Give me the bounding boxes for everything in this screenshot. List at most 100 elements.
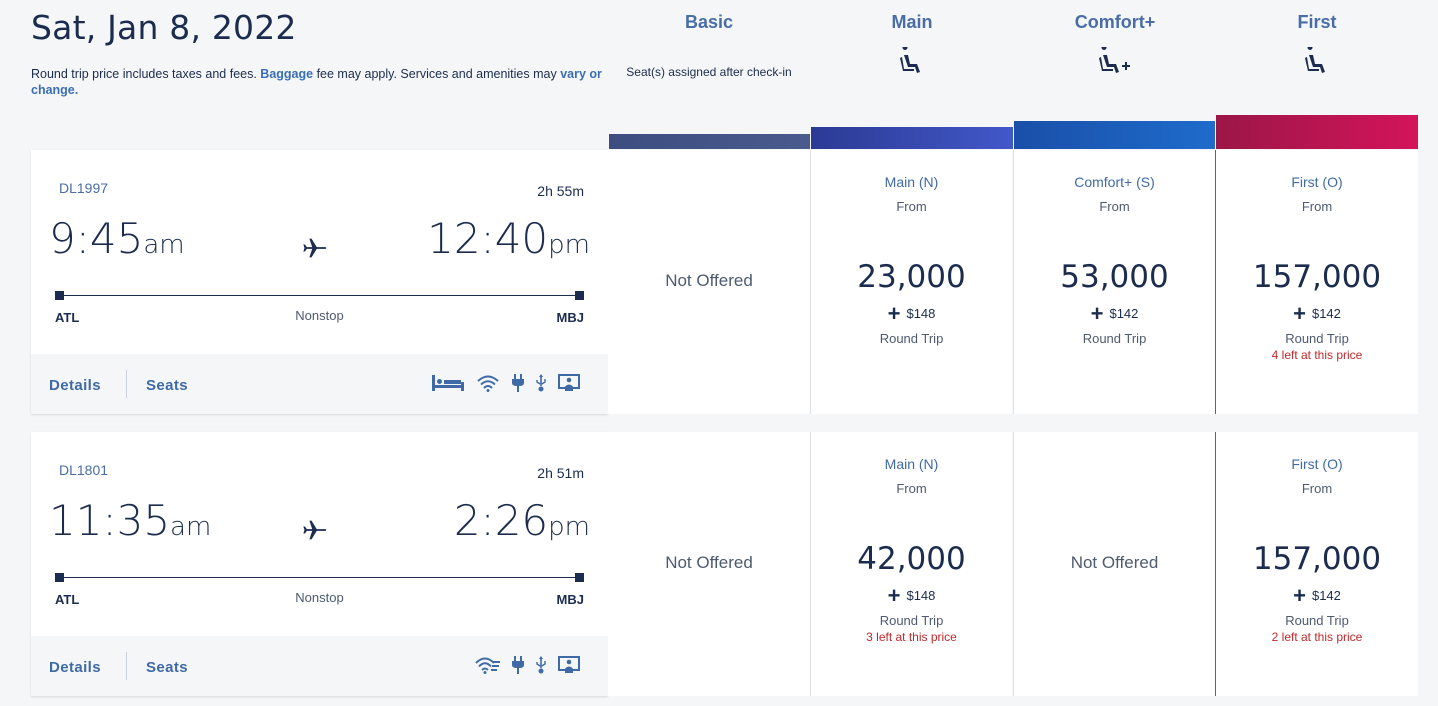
destination-airport: MBJ xyxy=(556,310,584,325)
power-outlet-icon xyxy=(512,656,524,679)
fare-note: Round trip price includes taxes and fees… xyxy=(31,66,606,98)
trip-type-label: Round Trip xyxy=(1285,331,1349,346)
fare-class-name: First (O) xyxy=(1291,456,1343,472)
fare-note-text-2: fee may apply. Services and amenities ma… xyxy=(313,67,561,81)
airplane-icon xyxy=(301,516,329,544)
fare-from-label: From xyxy=(1301,481,1333,496)
vary-or-change-link[interactable]: vary or change. xyxy=(31,67,602,97)
departure-time-value: 11:35 xyxy=(49,496,171,545)
stops-label: Nonstop xyxy=(295,590,344,605)
card-footer: Details Seats xyxy=(31,636,608,696)
fare-cell-main[interactable]: Main (N) From 23,000 + $148 Round Trip xyxy=(810,150,1012,414)
fare-miles: 157,000 xyxy=(1252,541,1382,577)
lie-flat-bed-icon xyxy=(432,374,464,397)
flight-number[interactable]: DL1801 xyxy=(59,462,109,478)
plus-icon: + xyxy=(887,301,901,326)
usb-icon xyxy=(536,656,546,679)
power-outlet-icon xyxy=(512,374,524,397)
column-header-first: First xyxy=(1216,12,1418,75)
seats-left-alert: 2 left at this price xyxy=(1271,630,1363,644)
not-offered-label: Not Offered xyxy=(665,271,753,290)
destination-marker xyxy=(575,573,584,582)
seat-plus-icon xyxy=(1014,47,1216,75)
destination-airport: MBJ xyxy=(556,592,584,607)
departure-ampm: am xyxy=(170,512,212,542)
route-line xyxy=(59,295,580,296)
stops-label: Nonstop xyxy=(295,308,344,323)
fare-cell-comfort: Not Offered xyxy=(1013,432,1215,696)
fare-class-name: Main (N) xyxy=(884,174,939,190)
seats-link[interactable]: Seats xyxy=(146,659,189,676)
entertainment-screen-icon xyxy=(558,656,580,679)
divider xyxy=(126,652,127,680)
fare-cash-value: $148 xyxy=(906,306,936,321)
card-footer: Details Seats xyxy=(31,354,608,414)
departure-time-value: 9:45 xyxy=(49,214,144,263)
fare-cash-value: $148 xyxy=(906,588,936,603)
fare-cash: + $142 xyxy=(1014,301,1215,327)
column-header-main: Main xyxy=(811,12,1013,75)
fare-cell-basic: Not Offered xyxy=(608,432,810,696)
fare-cell-comfort[interactable]: Comfort+ (S) From 53,000 + $142 Round Tri… xyxy=(1013,150,1215,414)
departure-ampm: am xyxy=(143,230,185,260)
fast-wifi-icon xyxy=(474,656,500,679)
origin-airport: ATL xyxy=(55,592,80,607)
fare-from-label: From xyxy=(1099,199,1130,214)
details-link[interactable]: Details xyxy=(49,659,101,676)
seats-link[interactable]: Seats xyxy=(146,377,189,394)
fare-cell-first[interactable]: First (O) From 157,000 + $142 Round Trip … xyxy=(1215,432,1418,696)
details-link[interactable]: Details xyxy=(49,377,101,394)
first-color-bar xyxy=(1216,115,1418,149)
seats-left-alert: 4 left at this price xyxy=(1271,348,1363,362)
origin-marker xyxy=(55,291,64,300)
fare-from-label: From xyxy=(896,199,927,214)
comfort-color-bar xyxy=(1014,121,1215,149)
column-header-comfort: Comfort+ xyxy=(1014,12,1216,75)
flight-card: DL1997 2h 55m 9:45am 12:40pm ATL Nonstop… xyxy=(31,150,608,414)
fare-cash-value: $142 xyxy=(1311,306,1341,321)
amenities xyxy=(474,656,580,679)
trip-type-label: Round Trip xyxy=(879,613,944,628)
fare-cash: + $148 xyxy=(811,583,1012,609)
trip-type-label: Round Trip xyxy=(1285,613,1349,628)
fare-miles: 42,000 xyxy=(857,541,966,577)
baggage-link[interactable]: Baggage xyxy=(260,67,314,81)
fare-cell-first[interactable]: First (O) From 157,000 + $142 Round Trip … xyxy=(1215,150,1418,414)
arrival-time-value: 2:26 xyxy=(453,496,549,545)
fare-cash: + $142 xyxy=(1216,301,1418,327)
airplane-icon xyxy=(301,234,329,262)
fare-note-text: Round trip price includes taxes and fees… xyxy=(31,67,261,81)
destination-marker xyxy=(575,291,584,300)
main-color-bar xyxy=(811,127,1013,149)
arrival-time: 2:26pm xyxy=(454,496,590,545)
arrival-ampm: pm xyxy=(548,512,590,542)
fare-class-name: First (O) xyxy=(1291,174,1343,190)
basic-color-bar xyxy=(609,134,810,149)
entertainment-screen-icon xyxy=(558,374,580,397)
seat-icon xyxy=(1216,47,1418,75)
fare-class-name: Comfort+ (S) xyxy=(1074,174,1155,190)
fare-cell-main[interactable]: Main (N) From 42,000 + $148 Round Trip 3 … xyxy=(810,432,1012,696)
column-name: Basic xyxy=(684,12,734,32)
flight-duration: 2h 55m xyxy=(537,183,584,199)
not-offered-label: Not Offered xyxy=(665,553,753,572)
not-offered-label: Not Offered xyxy=(1070,553,1159,572)
seats-left-alert: 3 left at this price xyxy=(866,630,957,644)
trip-type-label: Round Trip xyxy=(1082,331,1147,346)
flight-number[interactable]: DL1997 xyxy=(59,180,109,196)
fare-cash-value: $142 xyxy=(1109,306,1139,321)
plus-icon: + xyxy=(1090,301,1104,326)
origin-airport: ATL xyxy=(55,310,80,325)
fare-cell-basic: Not Offered xyxy=(608,150,810,414)
fare-miles: 23,000 xyxy=(857,259,966,295)
fare-cash: + $142 xyxy=(1216,583,1418,609)
wifi-icon xyxy=(476,374,500,397)
column-subtitle: Seat(s) assigned after check-in xyxy=(626,65,792,79)
seat-icon xyxy=(811,47,1013,75)
arrival-time-value: 12:40 xyxy=(427,214,549,263)
fare-from-label: From xyxy=(896,481,927,496)
divider xyxy=(126,370,127,398)
column-header-basic: Basic Seat(s) assigned after check-in xyxy=(608,12,810,79)
fare-cash: + $148 xyxy=(811,301,1012,327)
fare-miles: 53,000 xyxy=(1060,259,1169,295)
